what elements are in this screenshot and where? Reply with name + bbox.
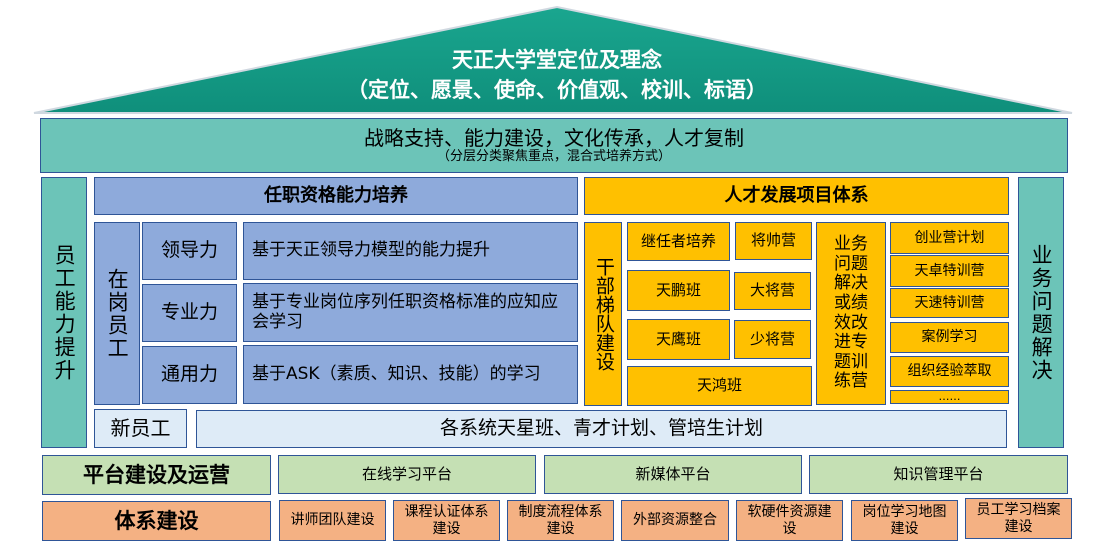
- platform-new-media: 新媒体平台: [544, 455, 802, 494]
- list-chuangye: 创业营计划: [890, 222, 1009, 254]
- system-label: 体系建设: [42, 501, 271, 541]
- program-tianying: 天鹰班: [627, 319, 730, 360]
- system-item: 员工学习档案建设: [965, 498, 1072, 539]
- strategy-band: 战略支持、能力建设，文化传承，人才复制 （分层分类聚焦重点，混合式培养方式）: [40, 118, 1068, 173]
- leadership-label: 领导力: [142, 222, 237, 280]
- roof-title: 天正大学堂定位及理念: [452, 48, 662, 72]
- left-pillar: 员工能力提升: [41, 177, 87, 448]
- system-item: 讲师团队建设: [279, 500, 386, 541]
- list-org-experience: 组织经验萃取: [890, 356, 1009, 387]
- platform-online: 在线学习平台: [278, 455, 536, 494]
- new-staff-label: 新员工: [94, 409, 187, 448]
- platform-label: 平台建设及运营: [42, 455, 271, 495]
- leadership-desc: 基于天正领导力模型的能力提升: [243, 222, 578, 280]
- talent-header: 人才发展项目体系: [584, 177, 1009, 215]
- right-pillar: 业务问题解决: [1018, 177, 1064, 448]
- program-jiangshuai: 将帅营: [735, 222, 812, 260]
- program-shaojiang: 少将营: [734, 320, 811, 359]
- cadre-building: 干部梯队建设: [584, 222, 622, 406]
- business-camp: 业务问题解决或绩效改进专题训练营: [816, 222, 886, 405]
- list-tiansu: 天速特训营: [890, 288, 1009, 318]
- system-item: 软硬件资源建设: [736, 500, 843, 541]
- roof-subtitle: （定位、愿景、使命、价值观、校训、标语）: [347, 78, 767, 102]
- system-item: 岗位学习地图建设: [851, 500, 958, 541]
- system-item: 外部资源整合: [621, 500, 729, 541]
- system-item: 课程认证体系建设: [393, 500, 500, 541]
- roof: [33, 5, 1073, 114]
- qualification-header: 任职资格能力培养: [94, 177, 578, 215]
- general-label: 通用力: [142, 346, 237, 404]
- general-desc: 基于ASK（素质、知识、技能）的学习: [243, 345, 578, 404]
- program-dajiang: 大将营: [734, 272, 811, 310]
- band-title: 战略支持、能力建设，文化传承，人才复制: [364, 125, 744, 150]
- program-tianhong: 天鸿班: [627, 366, 812, 406]
- on-job-staff: 在岗员工: [94, 222, 140, 405]
- list-case-study: 案例学习: [890, 322, 1009, 353]
- list-more: ……: [890, 390, 1009, 404]
- platform-knowledge: 知识管理平台: [809, 455, 1068, 494]
- system-item: 制度流程体系建设: [507, 500, 614, 541]
- new-staff-desc: 各系统天星班、青才计划、管培生计划: [196, 410, 1007, 448]
- program-tianpeng: 天鹏班: [627, 270, 730, 311]
- program-successor: 继任者培养: [627, 222, 730, 261]
- band-subtitle: （分层分类聚焦重点，混合式培养方式）: [436, 148, 671, 164]
- professional-label: 专业力: [142, 284, 237, 342]
- list-tianzhuo: 天卓特训营: [890, 255, 1009, 287]
- professional-desc: 基于专业岗位序列任职资格标准的应知应会学习: [243, 283, 578, 342]
